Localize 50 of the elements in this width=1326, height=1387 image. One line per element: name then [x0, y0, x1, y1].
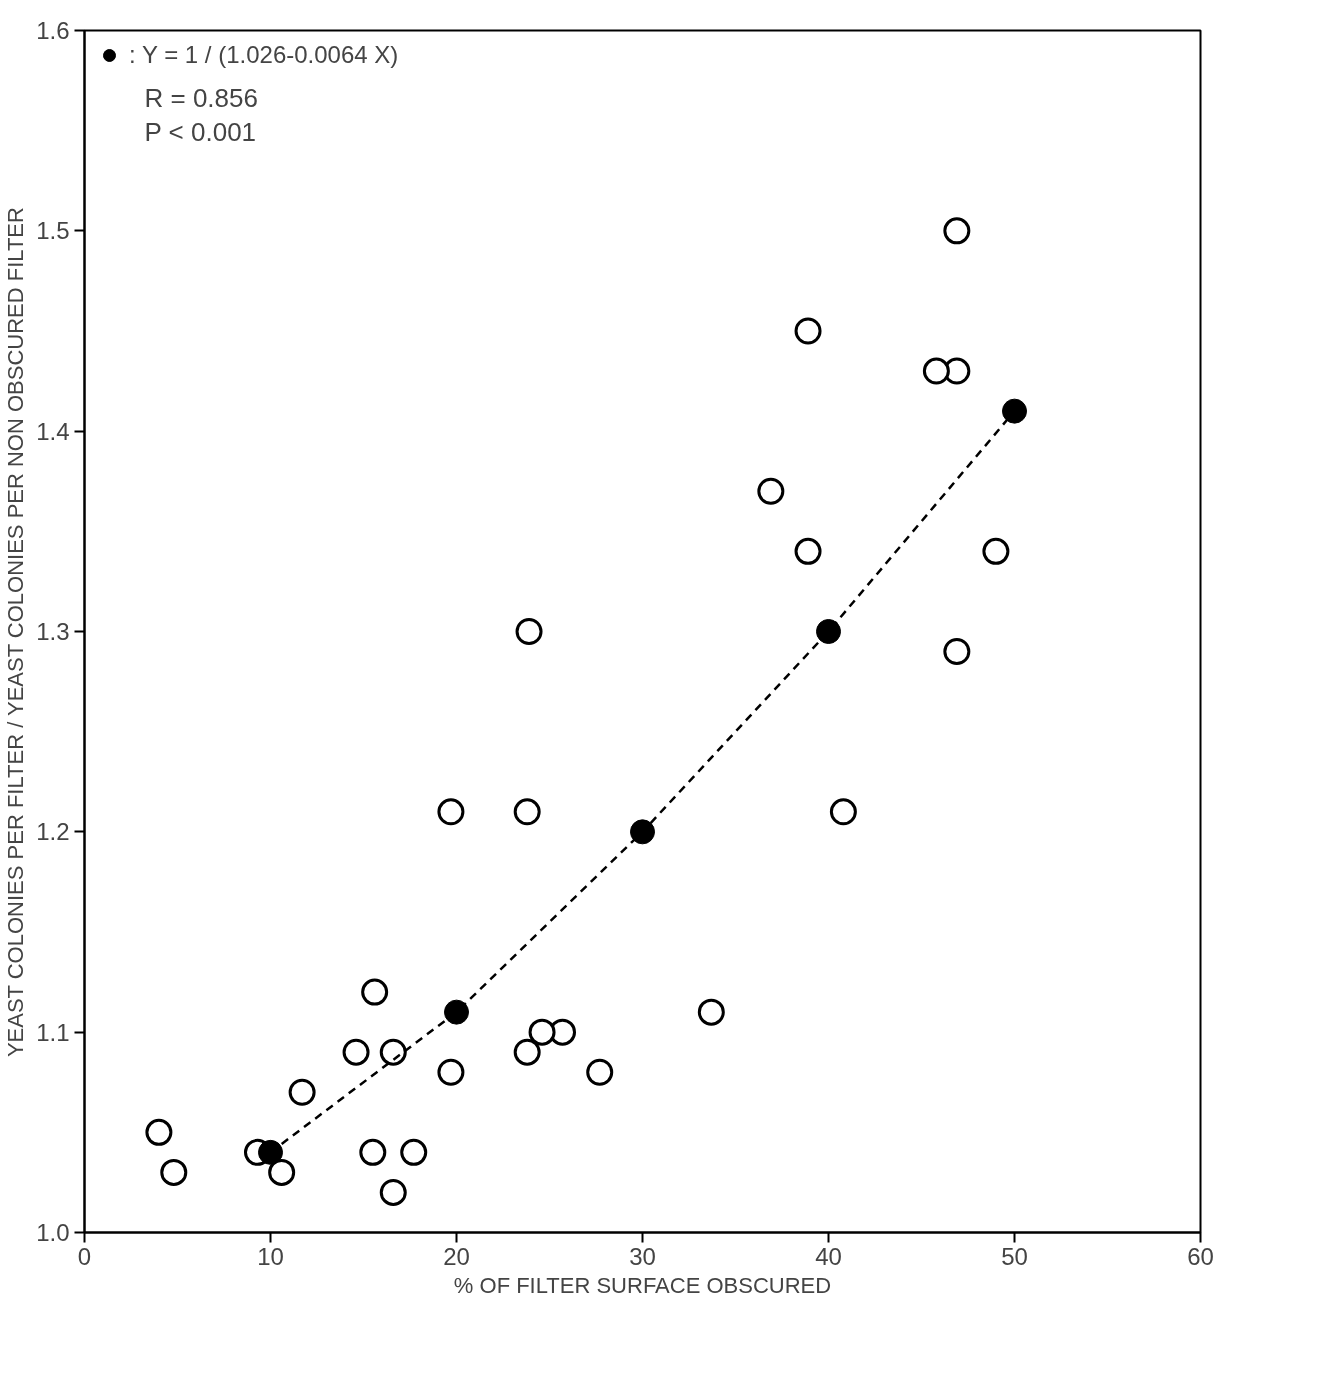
point — [513, 1038, 541, 1066]
point — [268, 1158, 296, 1186]
y-tick-label: 1.5 — [36, 217, 70, 245]
point — [342, 1038, 370, 1066]
x-tick-label: 50 — [1001, 1242, 1028, 1270]
point — [697, 998, 725, 1026]
point — [816, 619, 841, 644]
y-tick-label: 1.6 — [36, 17, 70, 44]
point — [361, 978, 389, 1006]
point — [513, 798, 541, 826]
point — [922, 357, 950, 385]
annotation: R = 0.856 — [144, 82, 258, 113]
point — [258, 1139, 283, 1165]
point — [1002, 398, 1027, 424]
point — [288, 1078, 316, 1106]
point — [145, 1118, 173, 1146]
point — [444, 999, 469, 1025]
point — [586, 1058, 614, 1086]
point — [437, 798, 465, 826]
point — [943, 217, 971, 245]
x-tick-label: 0 — [77, 1242, 92, 1270]
point — [400, 1138, 428, 1166]
point — [379, 1178, 407, 1206]
x-axis-title: % OF FILTER SURFACE OBSCURED — [453, 1272, 832, 1298]
x-tick-label: 60 — [1187, 1242, 1214, 1270]
point — [794, 317, 822, 345]
y-axis-title: YEAST COLONIES PER FILTER / YEAST COLONIES PER NON OBSCURED FILTER — [3, 207, 29, 1058]
point — [528, 1018, 556, 1046]
point — [437, 1058, 465, 1086]
point — [630, 819, 655, 845]
point — [160, 1158, 188, 1186]
y-tick-label: 1.2 — [36, 818, 70, 846]
annotation: P < 0.001 — [144, 116, 257, 147]
y-tick-label: 1.4 — [36, 417, 70, 445]
x-tick-label: 20 — [443, 1242, 470, 1270]
y-tick-label: 1.0 — [36, 1219, 70, 1246]
point — [829, 798, 857, 826]
y-tick-label: 1.1 — [36, 1018, 70, 1046]
point — [794, 537, 822, 565]
legend-label: : Y = 1 / (1.026-0.0064 X) — [129, 41, 399, 69]
point — [379, 1038, 407, 1066]
point — [943, 638, 971, 666]
point — [982, 537, 1010, 565]
x-tick-label: 30 — [629, 1242, 656, 1270]
x-tick-label: 10 — [257, 1242, 284, 1270]
x-tick-label: 40 — [815, 1242, 842, 1270]
point — [757, 477, 785, 505]
point — [515, 618, 543, 645]
point — [359, 1138, 387, 1166]
y-tick-label: 1.3 — [36, 618, 70, 645]
